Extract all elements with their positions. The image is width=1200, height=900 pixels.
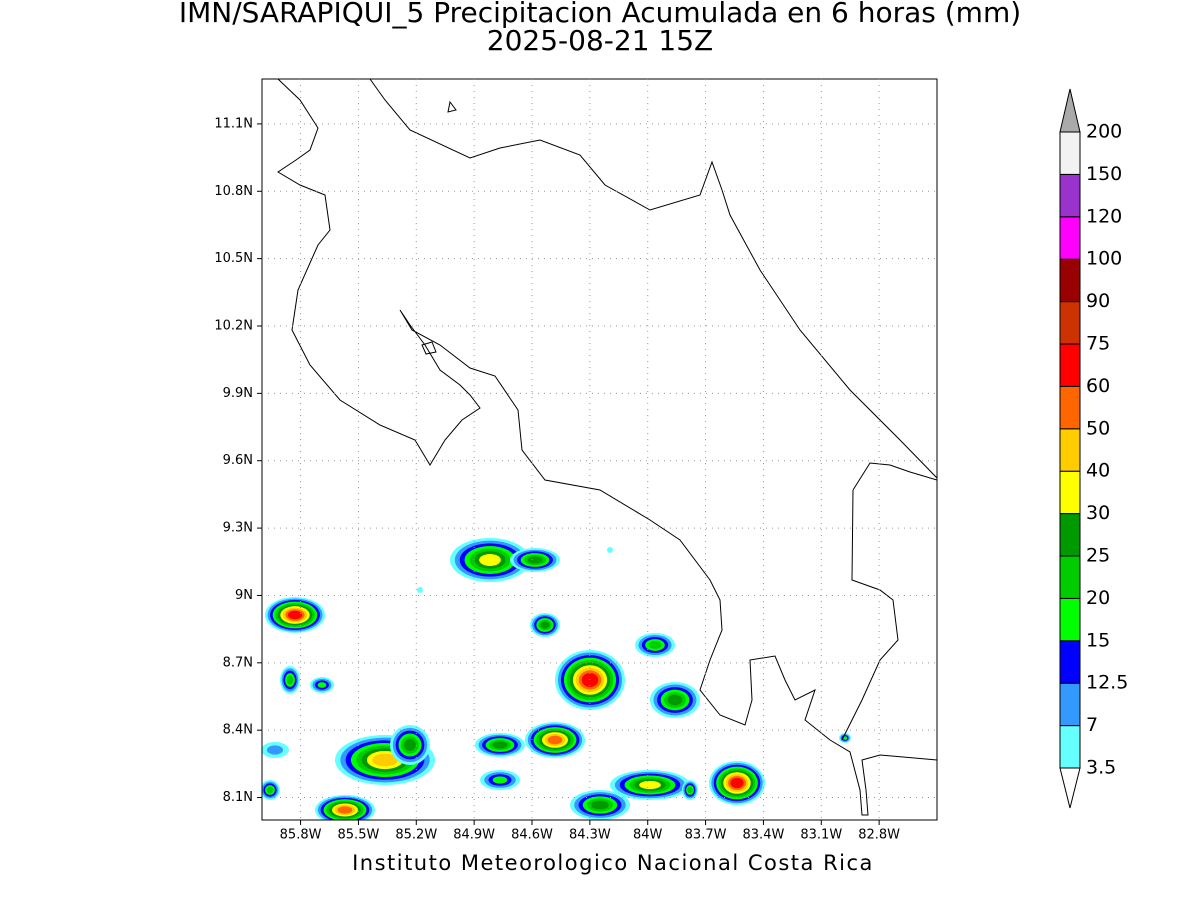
- colorbar-box: [1059, 725, 1081, 769]
- colorbar-label: 100: [1086, 248, 1122, 270]
- colorbar-label: 30: [1086, 502, 1110, 524]
- colorbar-box: [1059, 682, 1081, 727]
- colorbar-label: 25: [1086, 545, 1110, 567]
- colorbar-box: [1059, 470, 1081, 515]
- precip-area: [687, 786, 693, 794]
- x-tick-label: 82.8W: [858, 828, 900, 843]
- colorbar-box: [1059, 597, 1081, 642]
- x-tick-label: 85.2W: [395, 828, 437, 843]
- colorbar-box: [1059, 173, 1081, 218]
- precipitation-field: [262, 538, 851, 820]
- colorbar-label: 12.5: [1086, 672, 1128, 694]
- precip-area: [287, 610, 303, 620]
- y-tick-label: 9N: [235, 588, 253, 603]
- y-tick-label: 10.2N: [214, 319, 253, 334]
- colorbar-box: [1059, 640, 1081, 684]
- precip-area: [639, 780, 661, 790]
- precip-area: [266, 786, 274, 794]
- colorbar-label: 3.5: [1086, 757, 1116, 779]
- lake-island: [421, 100, 457, 355]
- x-tick-label: 83.4W: [743, 828, 785, 843]
- footer: Instituto Meteorologico Nacional Costa R…: [352, 851, 874, 875]
- precip-area: [540, 621, 550, 629]
- precip-area: [591, 800, 609, 810]
- colorbar-over: [1059, 88, 1081, 133]
- caribbean-coast: [369, 79, 937, 479]
- precip-area: [581, 672, 599, 688]
- precip-area: [547, 735, 563, 745]
- coastlines: [277, 79, 937, 816]
- x-tick-label: 85.5W: [338, 828, 380, 843]
- colorbar-label: 50: [1086, 417, 1110, 439]
- colorbar-label: 7: [1086, 714, 1098, 736]
- colorbar-box: [1059, 343, 1081, 387]
- colorbar-label: 150: [1086, 163, 1122, 185]
- colorbar-box: [1059, 301, 1081, 345]
- colorbar-label: 200: [1086, 121, 1122, 143]
- precip-area: [648, 641, 662, 649]
- x-tick-label: 84W: [633, 828, 663, 843]
- colorbar-label: 120: [1086, 205, 1122, 227]
- precip-area: [417, 587, 423, 593]
- panama-border: [841, 462, 937, 741]
- x-tick-label: 83.7W: [685, 828, 727, 843]
- title: IMN/SARAPIQUI_5 Precipitacion Acumulada …: [179, 0, 1021, 29]
- colorbar-under: [1059, 767, 1081, 809]
- colorbar-box: [1059, 385, 1081, 430]
- precip-area: [337, 806, 353, 814]
- colorbar-box: [1059, 258, 1081, 303]
- colorbar-box: [1059, 216, 1081, 260]
- precip-area: [667, 694, 683, 706]
- x-tick-label: 84.6W: [511, 828, 553, 843]
- precip-area: [372, 753, 398, 767]
- colorbar-label: 90: [1086, 290, 1110, 312]
- y-tick-label: 11.1N: [214, 116, 253, 131]
- colorbar-label: 40: [1086, 460, 1110, 482]
- precip-area: [527, 556, 543, 564]
- y-tick-label: 9.6N: [223, 453, 253, 468]
- precip-area: [286, 675, 294, 685]
- colorbar-box: [1059, 555, 1081, 599]
- y-tick-label: 10.5N: [214, 251, 253, 266]
- colorbar-label: 60: [1086, 375, 1110, 397]
- colorbar-label: 75: [1086, 333, 1110, 355]
- precip-area: [730, 777, 744, 789]
- y-tick-label: 8.4N: [223, 723, 253, 738]
- precip-area: [492, 741, 508, 749]
- y-tick-label: 9.3N: [223, 521, 253, 536]
- precip-area: [492, 776, 508, 784]
- precip-area: [479, 554, 501, 566]
- y-tick-label: 10.8N: [214, 184, 253, 199]
- y-tick-label: 8.7N: [223, 655, 253, 670]
- precip-area: [607, 547, 613, 553]
- x-tick-label: 85.8W: [280, 828, 322, 843]
- precip-area: [266, 745, 284, 755]
- map-frame: [261, 78, 938, 821]
- precip-area: [317, 682, 327, 688]
- colorbar-box: [1059, 131, 1081, 175]
- colorbar-label: 15: [1086, 629, 1110, 651]
- precip-area: [404, 739, 416, 751]
- y-tick-label: 9.9N: [223, 386, 253, 401]
- x-tick-label: 84.3W: [569, 828, 611, 843]
- pacific-coast: [277, 79, 937, 816]
- x-tick-label: 83.1W: [800, 828, 842, 843]
- colorbar-box: [1059, 513, 1081, 557]
- colorbar-label: 20: [1086, 587, 1110, 609]
- subtitle: 2025-08-21 15Z: [487, 24, 713, 57]
- colorbar-box: [1059, 428, 1081, 472]
- x-tick-label: 84.9W: [453, 828, 495, 843]
- y-tick-label: 8.1N: [223, 790, 253, 805]
